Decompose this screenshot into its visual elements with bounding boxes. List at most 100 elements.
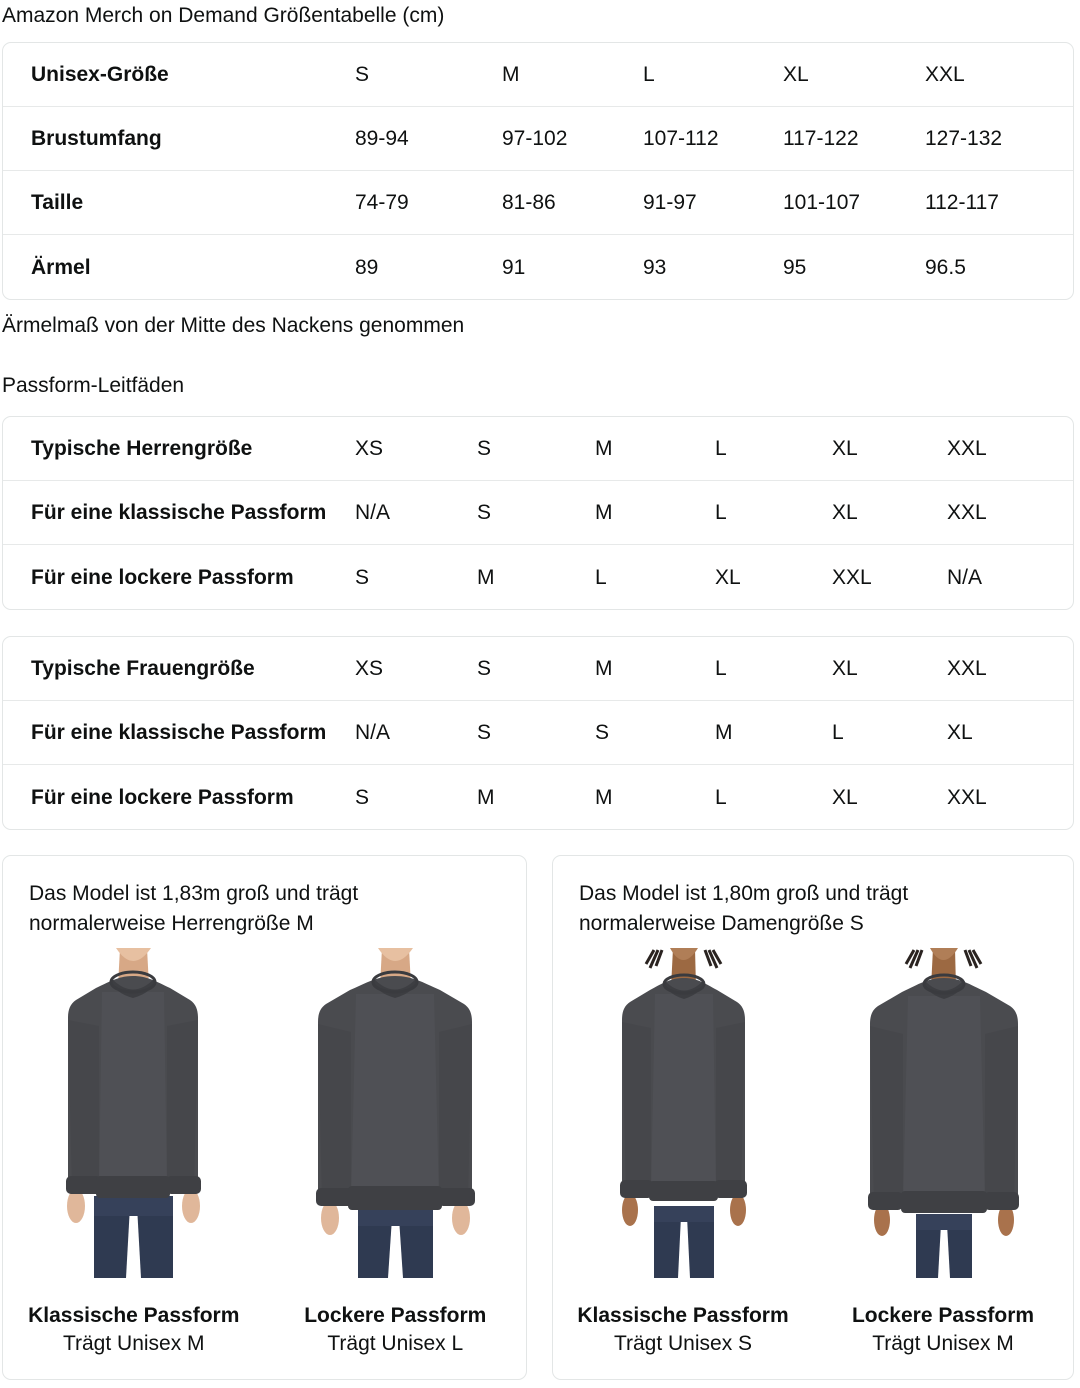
womens-loose-2: M xyxy=(477,785,495,809)
womens-typical-3: M xyxy=(595,657,613,680)
womens-classic-5: L xyxy=(832,721,844,744)
womens-classic-fit-figure xyxy=(566,948,801,1278)
mens-classic-3: M xyxy=(595,501,613,524)
womens-typical-1: XS xyxy=(355,657,384,680)
row-label-typical-womens-size: Typische Frauengröße xyxy=(31,657,255,680)
womens-classic-4: M xyxy=(715,721,733,744)
mens-model-note: Das Model ist 1,83m groß und trägt norma… xyxy=(29,882,359,935)
mens-loose-fit-wears: Trägt Unisex L xyxy=(327,1332,464,1355)
row-label-womens-loose-fit: Für eine lockere Passform xyxy=(31,785,294,809)
mens-classic-2: S xyxy=(477,501,492,524)
size-table-header-xxl: XXL xyxy=(925,63,965,86)
size-table-header-l: L xyxy=(643,63,655,86)
mens-typical-6: XXL xyxy=(947,437,987,460)
mens-typical-4: L xyxy=(715,437,727,460)
sleeve-xl: 95 xyxy=(783,255,807,279)
table-row: Für eine lockere Passform S M L XL XXL N… xyxy=(3,545,1073,609)
mens-classic-6: XXL xyxy=(947,501,987,524)
womens-model-card: Das Model ist 1,80m groß und trägt norma… xyxy=(552,855,1074,1380)
size-table-header-s: S xyxy=(355,63,370,86)
womens-loose-4: L xyxy=(715,785,727,809)
womens-classic-3: S xyxy=(595,721,610,744)
size-table-header-m: M xyxy=(502,63,520,86)
womens-loose-6: XXL xyxy=(947,785,987,809)
table-row: Für eine klassische Passform N/A S S M L… xyxy=(3,701,1073,765)
table-row: Brustumfang 89-94 97-102 107-112 117-122… xyxy=(3,107,1073,171)
womens-loose-3: M xyxy=(595,785,613,809)
sleeve-s: 89 xyxy=(355,255,379,279)
female-classic-fit-illustration xyxy=(619,948,747,1278)
mens-loose-2: M xyxy=(477,565,495,589)
mens-loose-6: N/A xyxy=(947,565,983,589)
womens-loose-5: XL xyxy=(832,785,858,809)
mens-loose-3: L xyxy=(595,565,607,589)
chest-xl: 117-122 xyxy=(783,127,859,150)
womens-classic-fit-label: Klassische Passform xyxy=(577,1304,789,1327)
mens-loose-4: XL xyxy=(715,565,741,589)
mens-loose-1: S xyxy=(355,565,370,589)
size-table-header-xl: XL xyxy=(783,63,809,86)
mens-classic-fit-wears: Trägt Unisex M xyxy=(62,1332,205,1355)
chest-s: 89-94 xyxy=(355,127,409,150)
waist-xxl: 112-117 xyxy=(925,191,999,214)
mens-loose-caption: Lockere Passform Trägt Unisex L xyxy=(278,1302,513,1359)
womens-fit-table: Typische Frauengröße XS S M L XL XXL Für… xyxy=(2,636,1074,830)
womens-classic-1: N/A xyxy=(355,721,391,744)
womens-loose-1: S xyxy=(355,785,370,809)
row-label-mens-classic-fit: Für eine klassische Passform xyxy=(31,501,327,524)
mens-loose-5: XXL xyxy=(832,565,872,589)
mens-typical-3: M xyxy=(595,437,613,460)
womens-typical-4: L xyxy=(715,657,727,680)
mens-typical-5: XL xyxy=(832,437,858,460)
row-label-waist: Taille xyxy=(31,191,84,214)
mens-classic-1: N/A xyxy=(355,501,391,524)
waist-s: 74-79 xyxy=(355,191,409,214)
row-label-sleeve: Ärmel xyxy=(31,255,91,279)
page-title: Amazon Merch on Demand Größentabelle (cm… xyxy=(2,4,445,27)
size-table-header-label: Unisex-Größe xyxy=(31,63,169,86)
womens-loose-fit-figure xyxy=(826,948,1061,1278)
mens-typical-2: S xyxy=(477,437,492,460)
chest-l: 107-112 xyxy=(643,127,719,150)
table-row: Typische Frauengröße XS S M L XL XXL xyxy=(3,637,1073,701)
womens-loose-fit-label: Lockere Passform xyxy=(851,1304,1035,1327)
table-row: Für eine lockere Passform S M M L XL XXL xyxy=(3,765,1073,829)
size-table: Unisex-Größe S M L XL XXL Brustumfang 89… xyxy=(2,42,1074,300)
table-row: Ärmel 89 91 93 95 96.5 xyxy=(3,235,1073,299)
womens-classic-fit-wears: Trägt Unisex S xyxy=(613,1332,753,1355)
mens-fit-table: Typische Herrengröße XS S M L XL XXL Für… xyxy=(2,416,1074,610)
chest-m: 97-102 xyxy=(502,127,568,150)
fit-guides-heading: Passform-Leitfäden xyxy=(2,374,185,397)
female-loose-fit-illustration xyxy=(867,948,1019,1278)
sleeve-xxl: 96.5 xyxy=(925,255,966,279)
mens-loose-fit-label: Lockere Passform xyxy=(304,1304,487,1327)
waist-m: 81-86 xyxy=(502,191,556,214)
womens-card-captions: Klassische Passform Trägt Unisex S Locke… xyxy=(553,1302,1073,1359)
mens-classic-caption: Klassische Passform Trägt Unisex M xyxy=(16,1302,251,1359)
womens-figures xyxy=(553,948,1073,1278)
sleeve-measurement-note: Ärmelmaß von der Mitte des Nackens genom… xyxy=(2,314,465,337)
sleeve-l: 93 xyxy=(643,255,667,279)
womens-typical-5: XL xyxy=(832,657,858,680)
mens-model-card: Das Model ist 1,83m groß und trägt norma… xyxy=(2,855,527,1380)
mens-card-captions: Klassische Passform Trägt Unisex M Locke… xyxy=(3,1302,526,1359)
mens-classic-4: L xyxy=(715,501,727,524)
row-label-womens-classic-fit: Für eine klassische Passform xyxy=(31,721,327,744)
mens-classic-5: XL xyxy=(832,501,858,524)
row-label-typical-mens-size: Typische Herrengröße xyxy=(31,437,253,460)
waist-l: 91-97 xyxy=(643,191,697,214)
womens-model-note: Das Model ist 1,80m groß und trägt norma… xyxy=(579,882,909,935)
womens-loose-fit-wears: Trägt Unisex M xyxy=(872,1332,1014,1355)
womens-typical-6: XXL xyxy=(947,657,987,680)
table-header-row: Unisex-Größe S M L XL XXL xyxy=(3,43,1073,107)
mens-figures xyxy=(3,948,526,1278)
mens-loose-fit-figure xyxy=(278,948,513,1278)
waist-xl: 101-107 xyxy=(783,191,861,214)
table-row: Für eine klassische Passform N/A S M L X… xyxy=(3,481,1073,545)
mens-classic-fit-label: Klassische Passform xyxy=(28,1304,240,1327)
mens-classic-fit-figure xyxy=(16,948,251,1278)
womens-typical-2: S xyxy=(477,657,492,680)
row-label-chest: Brustumfang xyxy=(31,127,162,150)
table-row: Typische Herrengröße XS S M L XL XXL xyxy=(3,417,1073,481)
